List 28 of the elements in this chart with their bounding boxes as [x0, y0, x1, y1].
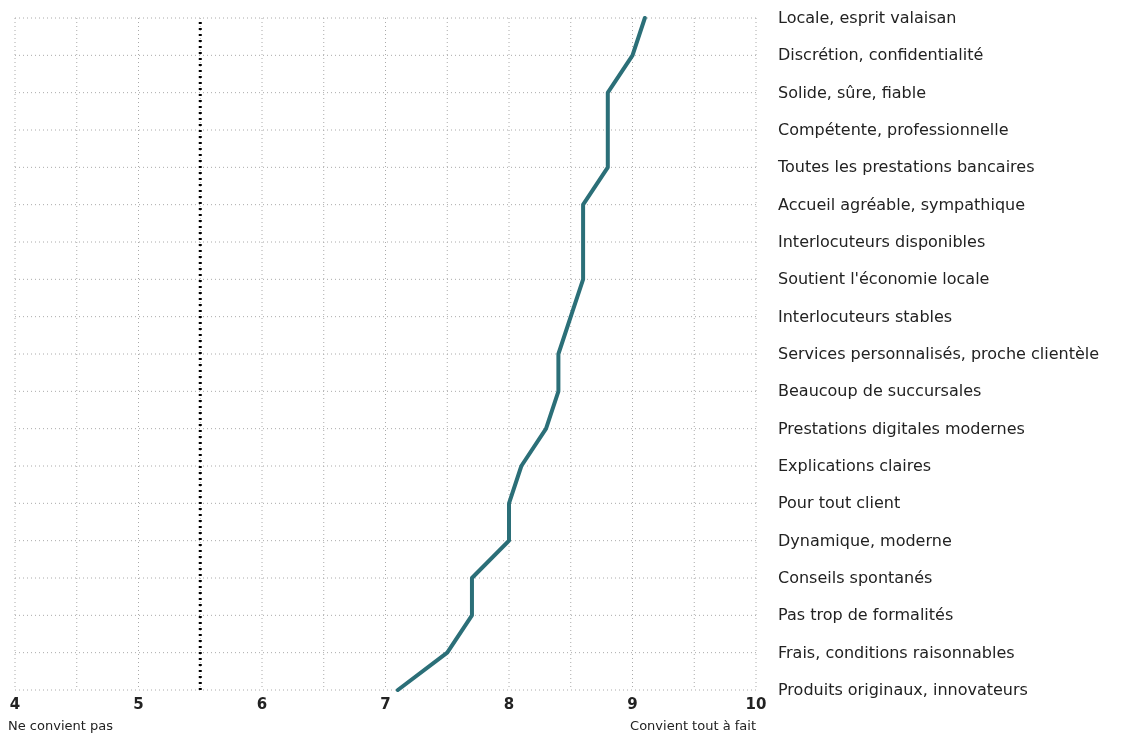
- y-tick-label: Produits originaux, innovateurs: [778, 680, 1028, 699]
- y-tick-label: Compétente, professionnelle: [778, 120, 1009, 139]
- x-tick-label: 8: [503, 694, 515, 713]
- y-tick-label: Accueil agréable, sympathique: [778, 194, 1026, 214]
- x-tick-label: 10: [745, 694, 767, 713]
- y-tick-label: Services personnalisés, proche clientèle: [778, 344, 1100, 363]
- y-tick-label: Dynamique, moderne: [778, 530, 952, 550]
- text: Ne convient pas: [8, 718, 113, 733]
- x-tick-label: 9: [627, 694, 638, 713]
- x-tick-label: 4: [9, 694, 21, 713]
- x-tick-label: 5: [133, 694, 144, 713]
- y-tick-label: Interlocuteurs stables: [778, 306, 953, 326]
- y-tick-label: Conseils spontanés: [778, 568, 933, 587]
- y-tick-label: Locale, esprit valaisan: [778, 8, 957, 27]
- y-tick-label: Prestations digitales modernes: [778, 418, 1025, 438]
- y-tick-label: Toutes les prestations bancaires: [777, 157, 1035, 177]
- y-tick-label: Solide, sûre, fiable: [778, 82, 927, 102]
- x-tick-label: 7: [380, 694, 391, 713]
- y-tick-label: Interlocuteurs disponibles: [778, 232, 986, 251]
- y-tick-label: Discrétion, confidentialité: [778, 45, 984, 65]
- x-tick-label: 6: [256, 694, 268, 713]
- text: Convient tout à fait: [630, 718, 756, 733]
- y-tick-label: Beaucoup de succursales: [778, 381, 982, 401]
- y-tick-label: Pas trop de formalités: [778, 605, 954, 625]
- y-tick-label: Pour tout client: [778, 493, 901, 513]
- y-tick-label: Explications claires: [778, 456, 932, 475]
- y-tick-label: Soutient l'économie locale: [778, 269, 990, 289]
- y-tick-label: Frais, conditions raisonnables: [778, 642, 1015, 662]
